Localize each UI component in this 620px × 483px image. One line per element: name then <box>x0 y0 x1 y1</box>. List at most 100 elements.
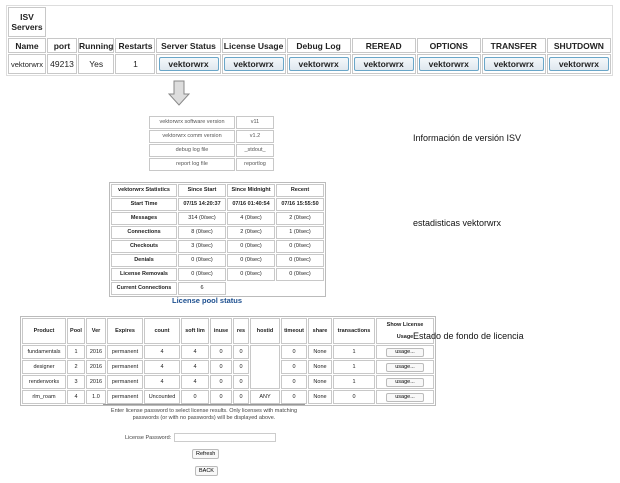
pool-cell: 0 <box>181 390 209 404</box>
stats-header: Recent <box>276 184 324 197</box>
server-running: Yes <box>78 54 115 74</box>
pool-cell: 4 <box>144 345 180 359</box>
version-value: v1.2 <box>236 130 274 143</box>
pool-cell: None <box>308 375 332 389</box>
shutdown-button[interactable]: vektorwrx <box>548 57 609 71</box>
col-port: port <box>47 38 77 53</box>
pool-cell: 0 <box>281 345 307 359</box>
server-status-button[interactable]: vektorwrx <box>158 57 219 71</box>
pool-cell: 0 <box>281 375 307 389</box>
reread-button[interactable]: vektorwrx <box>353 57 414 71</box>
pool-note: Estado de fondo de licencia <box>413 331 524 341</box>
stats-header: vektorwrx Statistics <box>111 184 177 197</box>
pool-header: count <box>144 318 180 344</box>
pool-cell: 0 <box>210 390 232 404</box>
pool-cell: renderworks <box>22 375 66 389</box>
stats-value: 0 (0/sec) <box>178 268 226 281</box>
stats-label: Start Time <box>111 198 177 211</box>
usage-button[interactable]: usage... <box>386 348 424 357</box>
pool-cell: Uncounted <box>144 390 180 404</box>
usage-button[interactable]: usage... <box>386 393 424 402</box>
options-button[interactable]: vektorwrx <box>418 57 479 71</box>
password-row: License Password: <box>125 433 277 443</box>
pool-cell: 4 <box>144 375 180 389</box>
pool-header: soft lim <box>181 318 209 344</box>
isv-servers-table: ISV Servers Name port Running Restarts S… <box>6 5 613 76</box>
pool-cell: 4 <box>67 390 85 404</box>
stats-value: 0 (0/sec) <box>276 268 324 281</box>
pool-header: hostid <box>250 318 280 344</box>
pool-cell: 0 <box>233 360 249 374</box>
pool-cell: 2016 <box>86 375 106 389</box>
pool-header: Product <box>22 318 66 344</box>
current-connections-label: Current Connections <box>111 282 177 295</box>
col-options: OPTIONS <box>416 38 481 53</box>
pool-cell: 1.0 <box>86 390 106 404</box>
pool-cell: 0 <box>281 360 307 374</box>
col-server-status: Server Status <box>156 38 221 53</box>
pool-cell: 4 <box>181 345 209 359</box>
pool-cell: ANY <box>250 390 280 404</box>
stats-value: 2 (0/sec) <box>227 226 275 239</box>
refresh-button[interactable]: Refresh <box>192 449 220 459</box>
pool-cell: rlm_roam <box>22 390 66 404</box>
version-label: debug log file <box>149 144 235 157</box>
stats-value: 3 (0/sec) <box>178 240 226 253</box>
stats-value: 0 (0/sec) <box>276 240 324 253</box>
pool-cell: 0 <box>233 345 249 359</box>
pool-cell: 4 <box>181 360 209 374</box>
table-row: renderworks 3 2016 permanent 4 4 0 0 0 None 1 usage… <box>22 375 434 389</box>
statistics-table: vektorwrx Statistics Since Start Since Mid… <box>109 182 326 297</box>
pool-cell: 2016 <box>86 345 106 359</box>
pool-cell <box>250 345 280 389</box>
version-value: _stdout_ <box>236 144 274 157</box>
table-row: vektorwrx 49213 Yes 1 vektorwrx vektorwr… <box>8 54 611 74</box>
usage-button[interactable]: usage... <box>386 363 424 372</box>
pool-cell: permanent <box>107 360 143 374</box>
pool-cell: None <box>308 390 332 404</box>
stats-value: 0 (0/sec) <box>178 254 226 267</box>
server-port: 49213 <box>47 54 77 74</box>
header-row: Product Pool Ver Expires count soft lim inuse r… <box>22 318 434 344</box>
pool-cell: 1 <box>333 345 375 359</box>
divider <box>103 404 305 405</box>
transfer-button[interactable]: vektorwrx <box>483 57 544 71</box>
stats-value: 0 (0/sec) <box>227 240 275 253</box>
pool-cell: 0 <box>333 390 375 404</box>
pool-header: Expires <box>107 318 143 344</box>
back-button[interactable]: BACK <box>195 466 218 476</box>
pool-cell: 2 <box>67 360 85 374</box>
debug-log-button[interactable]: vektorwrx <box>288 57 349 71</box>
pool-header: res <box>233 318 249 344</box>
stats-label: Messages <box>111 212 177 225</box>
pool-cell: 0 <box>281 390 307 404</box>
col-name: Name <box>8 38 46 53</box>
pool-header: Ver <box>86 318 106 344</box>
usage-button[interactable]: usage... <box>386 378 424 387</box>
col-shutdown: SHUTDOWN <box>546 38 611 53</box>
pool-cell: None <box>308 345 332 359</box>
usage-cell: usage... <box>376 375 434 389</box>
col-license-usage: License Usage <box>221 38 286 53</box>
pool-cell: 0 <box>210 375 232 389</box>
stats-value: 8 (0/sec) <box>178 226 226 239</box>
pool-cell: permanent <box>107 345 143 359</box>
stats-header: Since Start <box>178 184 226 197</box>
stats-value: 07/15 14:20:37 <box>178 198 226 211</box>
col-transfer: TRANSFER <box>481 38 546 53</box>
pool-cell: fundamentals <box>22 345 66 359</box>
pool-cell: 1 <box>67 345 85 359</box>
version-label: report log file <box>149 158 235 171</box>
version-table: vektorwrx software version v11 vektorwrx … <box>148 115 275 172</box>
version-label: vektorwrx comm version <box>149 130 235 143</box>
license-password-input[interactable] <box>174 433 277 442</box>
stats-label: License Removals <box>111 268 177 281</box>
col-running: Running <box>78 38 115 53</box>
password-instructions: Enter license password to select license… <box>110 408 298 421</box>
pool-cell: 0 <box>210 345 232 359</box>
pool-cell: designer <box>22 360 66 374</box>
license-usage-button[interactable]: vektorwrx <box>223 57 284 71</box>
down-arrow-icon <box>168 80 190 106</box>
pool-cell: 4 <box>144 360 180 374</box>
pool-header: Pool <box>67 318 85 344</box>
